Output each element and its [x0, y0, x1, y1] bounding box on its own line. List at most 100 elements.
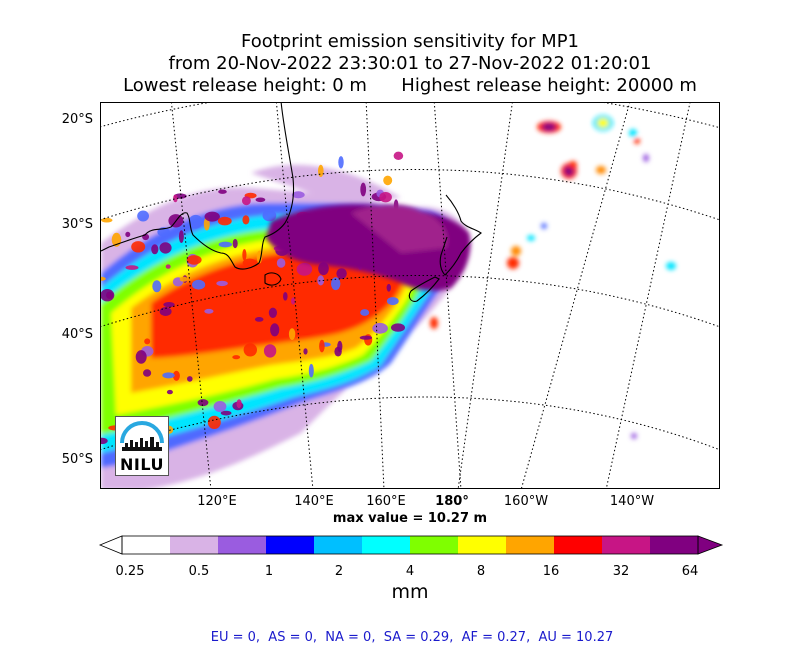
lon-label-120e: 120°E [197, 494, 237, 509]
footprint-cell [101, 217, 113, 223]
colorbar-tick: 2 [334, 564, 344, 579]
footprint-cell [242, 258, 257, 268]
lon-label-140w: 140°W [609, 494, 655, 509]
colorbar-segments [122, 536, 699, 554]
footprint-cell [331, 277, 341, 291]
footprint-cell [283, 292, 288, 301]
footprint-cell [242, 249, 247, 261]
colorbar-tick: 4 [405, 564, 415, 579]
footprint-cell [186, 255, 202, 265]
footprint-cell [154, 363, 159, 371]
footprint-cell [187, 376, 193, 382]
map-panel [100, 102, 720, 489]
footprint-cell [162, 372, 175, 379]
footprint-cell [268, 307, 277, 318]
footprint-cell [291, 297, 296, 305]
footprint-cell [270, 323, 280, 337]
footprint-cell [372, 322, 388, 334]
footprint-cell [125, 231, 131, 238]
footprint-cell [318, 164, 324, 177]
footprint-cell [256, 250, 263, 264]
colorbar-tick: 0.25 [115, 564, 145, 579]
footprint-cell [232, 355, 241, 360]
footprint-cell [303, 348, 308, 355]
footprint-core [266, 204, 471, 291]
lon-label-180: 180° [435, 494, 469, 509]
footprint-cell [220, 410, 232, 416]
footprint-cell [255, 197, 266, 203]
colorbar-segment [554, 536, 603, 554]
footprint-cell [308, 363, 314, 378]
coastlines [101, 103, 482, 302]
colorbar-segment [122, 536, 171, 554]
footprint-cell [218, 241, 232, 248]
footprint-cell [106, 291, 114, 299]
footprint-cell [391, 323, 405, 332]
footprint-cell [131, 241, 146, 253]
colorbar-segment [170, 536, 219, 554]
colorbar-segment [458, 536, 507, 554]
lon-label-160w: 160°W [503, 494, 549, 509]
footprint-cell [173, 194, 178, 203]
footprint-cell [172, 370, 180, 381]
footprint-cell [242, 196, 251, 206]
footprint-cell [218, 189, 227, 194]
footprint-cell [319, 339, 325, 353]
footprint-cell [213, 401, 227, 412]
footprint-cell [165, 264, 171, 269]
nilu-logo-text: NILU [120, 455, 164, 474]
colorbar-segment [362, 536, 411, 554]
graticule [101, 103, 719, 488]
footprint-cell [204, 308, 214, 314]
footprint-cell [243, 343, 257, 357]
colorbar-segment [218, 536, 267, 554]
footprint-cell [379, 192, 392, 203]
colorbar-tick: 64 [681, 564, 699, 579]
colorbar-segment [314, 536, 363, 554]
footprint-cell [137, 210, 149, 222]
footprint-cell [216, 280, 228, 287]
footprint-cell [166, 389, 173, 395]
colorbar-segment [650, 536, 699, 554]
footprint-cell [204, 211, 220, 222]
colorbar [98, 535, 724, 555]
footprint-cell [317, 275, 325, 286]
lat-label-40s: 40°S [61, 327, 93, 342]
footprint-cell [276, 258, 286, 268]
footprint-cell [263, 344, 277, 358]
footprint-map [101, 103, 719, 488]
footprint-cell [179, 276, 188, 282]
footprint-cell [207, 415, 221, 429]
footprint-cell [288, 328, 296, 340]
footprint-cell [245, 299, 251, 307]
nilu-logo-mark [120, 421, 164, 451]
lon-label-160e: 160°E [366, 494, 406, 509]
footprint-cell [383, 175, 393, 186]
footprint-cell [336, 268, 347, 279]
colorbar-min-extend [98, 535, 123, 555]
footprint-cell [197, 399, 209, 407]
footprint-cell [151, 244, 159, 255]
footprint-cell [360, 182, 367, 197]
footprint-cell [236, 399, 242, 409]
lat-label-50s: 50°S [61, 452, 93, 467]
footprint-cell [143, 369, 152, 377]
colorbar-segment [602, 536, 651, 554]
footprint-eastern-cells [430, 115, 676, 439]
footprint-cell [291, 191, 305, 199]
footprint-cell [297, 327, 313, 336]
footprint-cell [152, 280, 162, 293]
footprint-cell [337, 340, 343, 353]
colorbar-tick: 16 [542, 564, 560, 579]
footprint-cell [393, 151, 404, 160]
colorbar-max-extend [697, 535, 724, 555]
footprint-cell [296, 262, 313, 276]
nilu-logo: NILU [115, 416, 169, 476]
footprint-cell [386, 297, 399, 306]
footprint-cell [232, 238, 238, 249]
lat-label-20s: 20°S [61, 112, 93, 127]
colorbar-frame [121, 535, 699, 555]
footprint-cell [159, 242, 172, 254]
map-title-line2: from 20-Nov-2022 23:30:01 to 27-Nov-2022… [168, 53, 652, 74]
footprint-cell [188, 214, 203, 229]
